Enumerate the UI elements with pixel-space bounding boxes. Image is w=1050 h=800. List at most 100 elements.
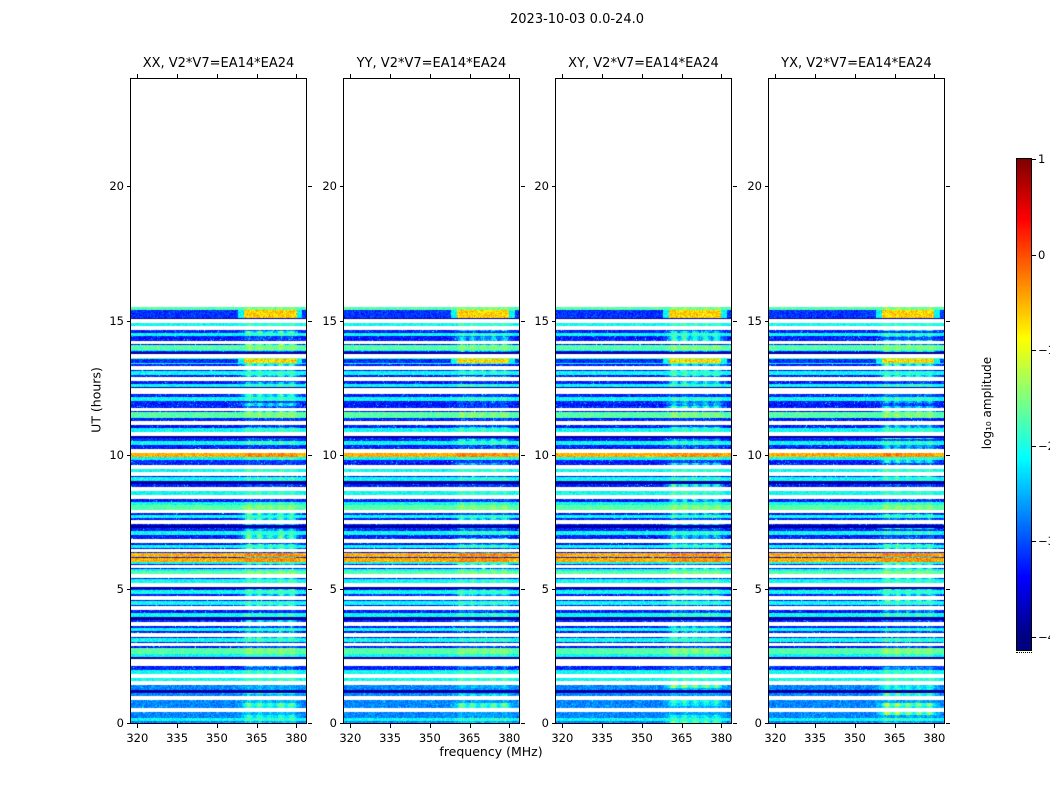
x-tick-label: 380 bbox=[923, 731, 946, 745]
x-tick-label: 365 bbox=[883, 731, 906, 745]
y-tick-mark bbox=[308, 320, 312, 322]
x-tick-mark bbox=[216, 724, 218, 728]
y-tick-label: 15 bbox=[747, 313, 762, 328]
x-tick-mark bbox=[296, 724, 298, 728]
x-tick-label: 335 bbox=[804, 731, 827, 745]
colorbar-tick-label: −2 bbox=[1038, 438, 1050, 453]
x-tick-label: 365 bbox=[670, 731, 693, 745]
y-tick-label: 5 bbox=[541, 581, 549, 596]
y-tick-label: 20 bbox=[747, 179, 762, 194]
y-tick-mark bbox=[521, 588, 525, 590]
y-tick-mark bbox=[765, 588, 769, 590]
y-tick-mark bbox=[340, 320, 344, 322]
y-tick-mark bbox=[765, 723, 769, 724]
y-tick-label: 20 bbox=[322, 179, 337, 194]
x-tick-mark bbox=[137, 74, 139, 78]
x-tick-label: 320 bbox=[551, 731, 574, 745]
y-tick-mark bbox=[521, 454, 525, 456]
x-tick-mark bbox=[562, 724, 564, 728]
x-tick-mark bbox=[469, 74, 471, 78]
y-tick-mark bbox=[552, 588, 556, 590]
panel-title-yy: YY, V2*V7=EA14*EA24 bbox=[356, 56, 507, 71]
x-tick-mark bbox=[854, 724, 856, 728]
spectrogram-yy bbox=[343, 78, 520, 724]
colorbar-tick-label: −4 bbox=[1038, 630, 1050, 644]
y-tick-label: 15 bbox=[109, 313, 124, 328]
colorbar-label: log₁₀ amplitude bbox=[980, 356, 994, 450]
x-tick-mark bbox=[602, 74, 604, 78]
x-tick-mark bbox=[562, 74, 564, 78]
colorbar-tick-label: 0 bbox=[1038, 247, 1046, 262]
y-tick-label: 20 bbox=[534, 179, 549, 194]
colorbar-tick-mark bbox=[1032, 350, 1036, 352]
x-tick-mark bbox=[641, 724, 643, 728]
colorbar bbox=[1016, 158, 1032, 653]
colorbar-tick-label: −1 bbox=[1038, 343, 1050, 358]
x-tick-label: 380 bbox=[285, 731, 308, 745]
x-tick-mark bbox=[894, 724, 896, 728]
y-tick-mark bbox=[127, 588, 131, 590]
colorbar-tick-mark bbox=[1032, 254, 1036, 256]
panel-title-xx: XX, V2*V7=EA14*EA24 bbox=[142, 56, 295, 71]
x-tick-mark bbox=[390, 74, 392, 78]
colorbar-tick-mark bbox=[1032, 637, 1036, 638]
y-tick-mark bbox=[127, 186, 131, 188]
y-tick-label: 10 bbox=[109, 447, 124, 462]
x-tick-mark bbox=[390, 724, 392, 728]
y-tick-mark bbox=[946, 454, 950, 456]
x-tick-mark bbox=[429, 724, 431, 728]
y-tick-mark bbox=[308, 588, 312, 590]
y-axis-label: UT (hours) bbox=[88, 367, 104, 433]
y-tick-label: 10 bbox=[322, 447, 337, 462]
y-tick-label: 15 bbox=[534, 313, 549, 328]
colorbar-tick-mark bbox=[1032, 445, 1036, 447]
y-tick-label: 15 bbox=[322, 313, 337, 328]
y-tick-label: 0 bbox=[541, 716, 549, 730]
y-tick-mark bbox=[308, 454, 312, 456]
spectrogram-yx bbox=[768, 78, 945, 724]
x-tick-label: 350 bbox=[418, 731, 441, 745]
y-tick-label: 5 bbox=[116, 581, 124, 596]
x-tick-mark bbox=[934, 724, 936, 728]
x-tick-mark bbox=[256, 74, 258, 78]
y-tick-mark bbox=[552, 320, 556, 322]
x-tick-mark bbox=[469, 724, 471, 728]
y-tick-mark bbox=[340, 454, 344, 456]
x-tick-mark bbox=[350, 724, 352, 728]
y-tick-mark bbox=[127, 454, 131, 456]
colorbar-gradient bbox=[1016, 158, 1032, 651]
panel-xx: XX, V2*V7=EA14*EA24 bbox=[130, 56, 307, 724]
y-tick-mark bbox=[733, 723, 737, 724]
y-tick-mark bbox=[946, 723, 950, 724]
y-tick-mark bbox=[521, 320, 525, 322]
y-tick-label: 0 bbox=[329, 716, 337, 730]
colorbar-extension-edge bbox=[1016, 652, 1032, 653]
panel-title-xy: XY, V2*V7=EA14*EA24 bbox=[568, 56, 719, 71]
panel-yx: YX, V2*V7=EA14*EA24 bbox=[768, 56, 945, 724]
x-tick-label: 320 bbox=[339, 731, 362, 745]
x-tick-label: 365 bbox=[245, 731, 268, 745]
x-tick-label: 335 bbox=[166, 731, 189, 745]
y-tick-mark bbox=[946, 588, 950, 590]
panel-title-yx: YX, V2*V7=EA14*EA24 bbox=[781, 56, 932, 71]
y-tick-label: 5 bbox=[329, 581, 337, 596]
figure-title: 2023-10-03 0.0-24.0 bbox=[510, 12, 644, 27]
y-tick-mark bbox=[765, 320, 769, 322]
y-tick-label: 0 bbox=[754, 716, 762, 730]
colorbar-tick-mark bbox=[1032, 159, 1036, 160]
y-tick-mark bbox=[733, 320, 737, 322]
x-tick-mark bbox=[934, 74, 936, 78]
y-tick-mark bbox=[765, 454, 769, 456]
x-tick-label: 380 bbox=[710, 731, 733, 745]
x-tick-mark bbox=[775, 724, 777, 728]
panel-xy: XY, V2*V7=EA14*EA24 bbox=[555, 56, 732, 724]
x-tick-mark bbox=[854, 74, 856, 78]
spectrogram-xy bbox=[555, 78, 732, 724]
x-tick-mark bbox=[641, 74, 643, 78]
x-tick-mark bbox=[509, 724, 511, 728]
y-tick-mark bbox=[733, 588, 737, 590]
x-tick-mark bbox=[681, 74, 683, 78]
panel-yy: YY, V2*V7=EA14*EA24 bbox=[343, 56, 520, 724]
spectrogram-xx bbox=[130, 78, 307, 724]
